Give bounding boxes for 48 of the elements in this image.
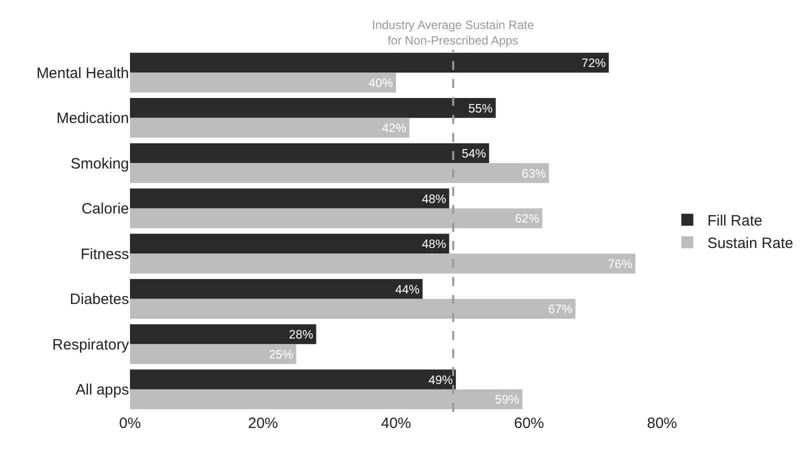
y-tick-label: Calorie	[81, 200, 129, 218]
data-label: 72%	[581, 56, 606, 70]
bar	[130, 52, 609, 73]
x-tick-label: 80%	[646, 415, 678, 432]
data-label: 55%	[468, 101, 493, 116]
bar	[130, 98, 496, 118]
y-tick-label: Respiratory	[52, 336, 130, 354]
data-label: 67%	[548, 302, 573, 316]
data-label: 40%	[368, 76, 394, 90]
y-tick-label: Mental Health	[36, 64, 129, 82]
y-tick-label: Fitness	[80, 246, 129, 263]
data-label: 28%	[288, 328, 314, 342]
data-label: 44%	[395, 282, 420, 296]
bar	[130, 389, 522, 410]
data-label: 63%	[522, 166, 546, 180]
legend-label: Fill Rate	[707, 212, 762, 230]
bar	[130, 254, 636, 274]
data-label: 25%	[268, 347, 294, 362]
data-label: 59%	[494, 392, 520, 407]
legend-label: Sustain Rate	[707, 235, 794, 252]
x-tick-label: 20%	[248, 415, 278, 432]
data-label: 76%	[608, 256, 633, 271]
data-label: 49%	[428, 372, 454, 387]
y-tick-label: Smoking	[70, 155, 129, 172]
bar	[130, 72, 396, 93]
ref-line-label: Industry Average Sustain Rate for Non-Prescribed Apps	[372, 18, 534, 48]
bar	[130, 324, 316, 344]
y-tick-label: Diabetes	[70, 291, 129, 308]
bar	[130, 369, 456, 390]
y-tick-label: All apps	[76, 382, 129, 399]
data-label: 54%	[462, 146, 486, 161]
bar	[130, 163, 549, 184]
bar	[130, 234, 450, 254]
data-label: 48%	[422, 237, 446, 252]
y-tick-label: Medication	[56, 110, 129, 128]
bar	[130, 278, 423, 299]
bar	[130, 208, 542, 228]
bar	[130, 143, 490, 164]
data-label: 62%	[514, 212, 540, 226]
bar	[130, 188, 450, 208]
x-tick-label: 40%	[380, 415, 412, 432]
data-label: 42%	[382, 121, 406, 136]
bar	[130, 118, 410, 138]
x-tick-label: 0%	[119, 415, 141, 432]
bar	[130, 344, 296, 364]
bar	[130, 298, 576, 319]
data-label: 48%	[422, 192, 446, 206]
x-tick-label: 60%	[514, 415, 544, 432]
